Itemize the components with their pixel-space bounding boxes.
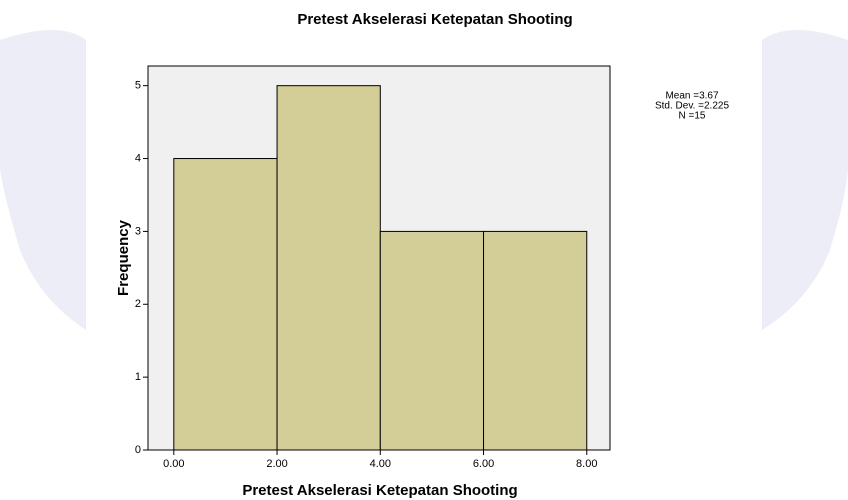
y-tick-label: 3 <box>135 225 141 237</box>
stat-label: N =15 <box>679 111 706 122</box>
bar <box>173 158 278 451</box>
x-tick-label: 8.00 <box>576 458 597 470</box>
x-tick-label: 4.00 <box>370 458 391 470</box>
y-tick-label: 5 <box>135 80 141 92</box>
y-axis-label: Frequency <box>115 219 132 296</box>
stat-label: Mean =3.67 <box>665 91 719 102</box>
bar <box>276 85 381 451</box>
y-tick-label: 2 <box>135 298 141 310</box>
bar <box>483 230 588 451</box>
bar <box>379 230 485 451</box>
watermark-right <box>762 30 848 330</box>
watermark <box>0 30 848 330</box>
x-tick-label: 0.00 <box>163 458 184 470</box>
y-tick-label: 4 <box>135 152 141 164</box>
x-tick-label: 2.00 <box>266 458 287 470</box>
chart-title: Pretest Akselerasi Ketepatan Shooting <box>297 11 572 28</box>
y-tick-label: 0 <box>135 444 141 456</box>
x-tick-label: 6.00 <box>473 458 494 470</box>
x-axis-label: Pretest Akselerasi Ketepatan Shooting <box>242 482 517 499</box>
stat-label: Std. Dev. =2.225 <box>655 101 729 112</box>
y-tick-label: 1 <box>135 371 141 383</box>
watermark-left <box>0 30 86 330</box>
